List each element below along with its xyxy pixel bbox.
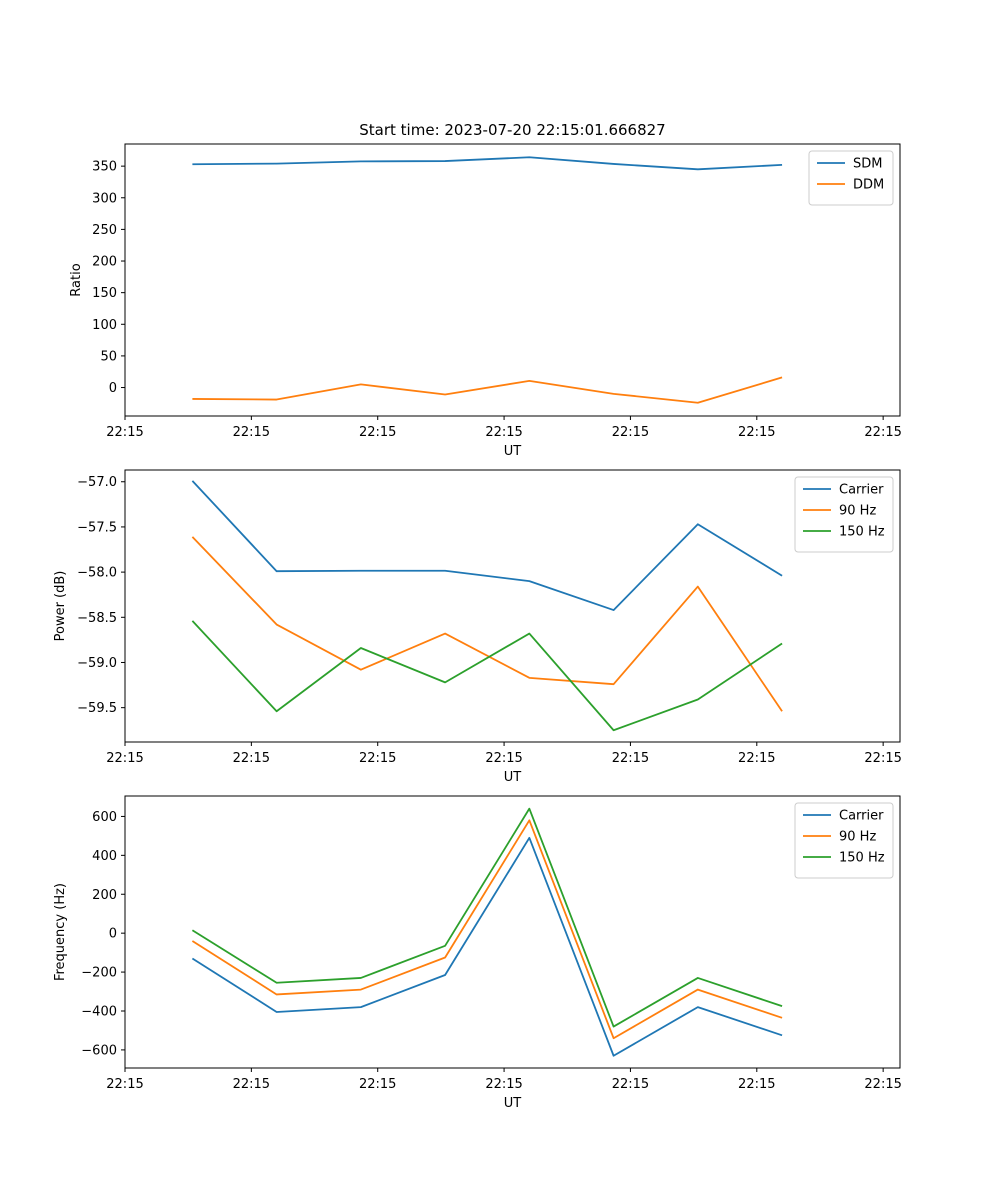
y-tick-label: 0 [109, 927, 117, 942]
x-tick-label: 22:15 [612, 1077, 649, 1092]
y-tick-label: −57.0 [77, 475, 117, 490]
legend-label: Carrier [839, 483, 884, 498]
x-tick-label: 22:15 [233, 751, 270, 766]
y-tick-label: −58.0 [77, 566, 117, 581]
y-tick-label: 250 [92, 223, 117, 238]
series-line-150-hz [191, 620, 783, 732]
y-tick-label: 0 [109, 381, 117, 396]
subplot-1: 22:15 22:15 22:15 22:15 22:15 22:15 22:15 0 50 10… [69, 121, 902, 459]
legend-label: DDM [853, 178, 884, 193]
y-tick-label: 50 [100, 349, 117, 364]
subplot-3: 22:15 22:15 22:15 22:15 22:15 22:15 22:15 −600 −… [53, 795, 902, 1111]
y-tick-label: −59.5 [77, 701, 117, 716]
y-tick-label: 600 [92, 810, 117, 825]
legend-label: SDM [853, 157, 882, 172]
series-line-carrier [191, 836, 783, 1057]
y-tick-label: −400 [81, 1004, 117, 1019]
x-tick-label: 22:15 [106, 751, 143, 766]
y-axis-label: Frequency (Hz) [53, 883, 68, 981]
legend-label: 150 Hz [839, 525, 885, 540]
y-tick-label: −58.5 [77, 611, 117, 626]
series-line-90-hz [191, 819, 783, 1040]
x-tick-label: 22:15 [485, 425, 522, 440]
y-tick-label: 400 [92, 849, 117, 864]
x-tick-label: 22:15 [359, 751, 396, 766]
subplot-2: 22:15 22:15 22:15 22:15 22:15 22:15 22:15 −57.0… [53, 469, 902, 785]
x-tick-label: 22:15 [106, 425, 143, 440]
x-axis-label: UT [504, 770, 522, 785]
y-tick-label: 100 [92, 318, 117, 333]
series-line-90-hz [191, 536, 783, 712]
x-tick-label: 22:15 [106, 1077, 143, 1092]
subplots: 22:15 22:15 22:15 22:15 22:15 22:15 22:15 0 50 10… [53, 121, 902, 1111]
series-line-sdm [192, 156, 783, 171]
chart-title: Start time: 2023-07-20 22:15:01.666827 [359, 121, 665, 139]
x-tick-label: 22:15 [612, 751, 649, 766]
y-tick-label: −600 [81, 1043, 117, 1058]
y-tick-label: 350 [92, 160, 117, 175]
x-tick-label: 22:15 [233, 425, 270, 440]
legend: SDM DDM [808, 150, 894, 206]
x-tick-label: 22:15 [738, 751, 775, 766]
y-tick-label: 300 [92, 191, 117, 206]
y-tick-label: 200 [92, 255, 117, 270]
legend-label: 150 Hz [839, 851, 885, 866]
series-line-ddm [192, 376, 783, 404]
y-tick-label: 150 [92, 286, 117, 301]
plot-frame [124, 469, 901, 743]
legend-label: 90 Hz [839, 504, 876, 519]
y-axis-label: Ratio [69, 263, 84, 296]
x-tick-label: 22:15 [738, 1077, 775, 1092]
x-axis-label: UT [504, 444, 522, 459]
x-tick-label: 22:15 [864, 751, 901, 766]
y-tick-label: −59.0 [77, 656, 117, 671]
legend-box [794, 476, 894, 553]
series-line-carrier [191, 480, 783, 611]
plot-frame [124, 143, 901, 417]
x-tick-label: 22:15 [738, 425, 775, 440]
y-tick-label: −57.5 [77, 520, 117, 535]
legend-label: Carrier [839, 809, 884, 824]
y-axis-label: Power (dB) [53, 571, 68, 642]
x-tick-label: 22:15 [359, 1077, 396, 1092]
legend: Carrier 90 Hz 150 Hz [794, 476, 894, 553]
x-tick-label: 22:15 [485, 1077, 522, 1092]
legend-box [808, 150, 894, 206]
x-tick-label: 22:15 [864, 425, 901, 440]
x-tick-label: 22:15 [233, 1077, 270, 1092]
legend: Carrier 90 Hz 150 Hz [794, 802, 894, 879]
legend-box [794, 802, 894, 879]
series-line-150-hz [191, 807, 783, 1028]
x-tick-label: 22:15 [864, 1077, 901, 1092]
y-tick-label: −200 [81, 966, 117, 981]
x-tick-label: 22:15 [485, 751, 522, 766]
plot-frame [124, 795, 901, 1069]
y-tick-label: 200 [92, 888, 117, 903]
x-tick-label: 22:15 [359, 425, 396, 440]
x-tick-label: 22:15 [612, 425, 649, 440]
x-axis-label: UT [504, 1096, 522, 1111]
legend-label: 90 Hz [839, 830, 876, 845]
